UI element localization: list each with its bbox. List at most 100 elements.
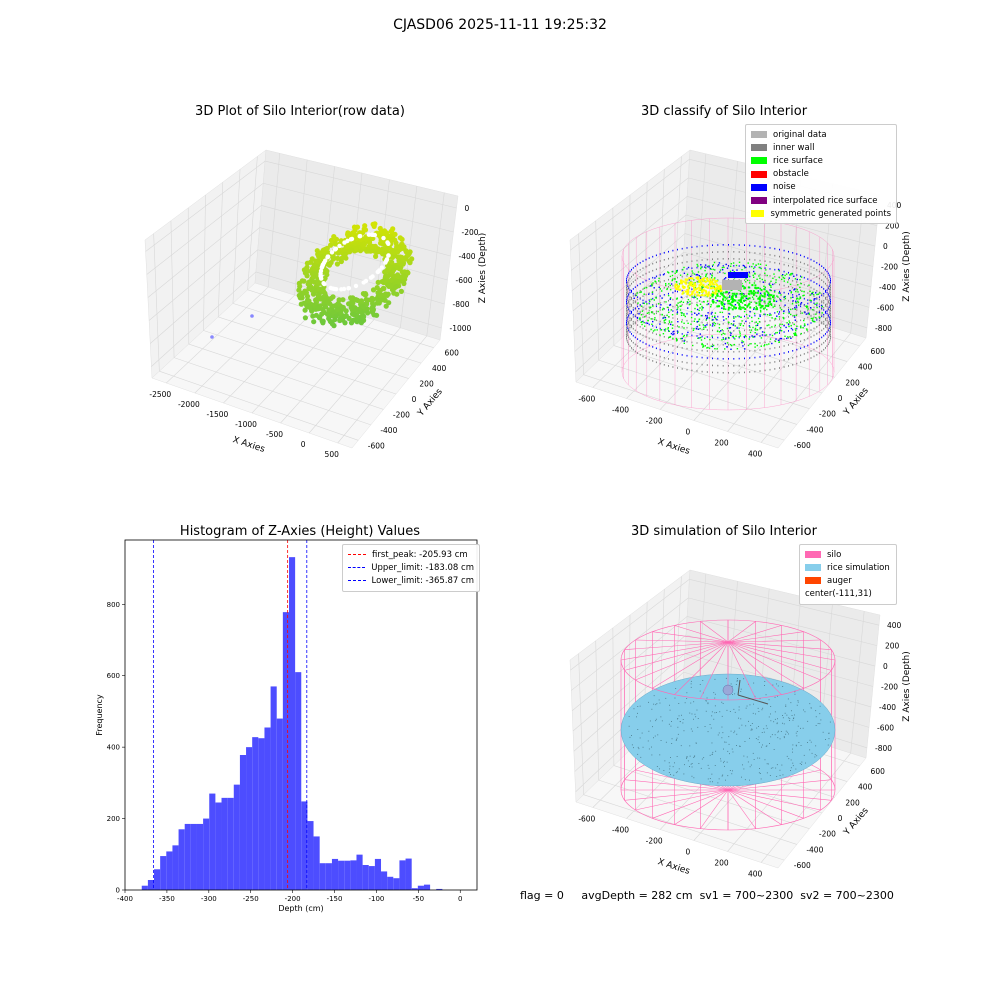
simulation-legend-item: rice simulation (805, 561, 891, 574)
legend-label: Lower_limit: -365.87 cm (371, 575, 474, 586)
raw-xtick: -1000 (235, 420, 257, 429)
histogram-bar (368, 866, 375, 890)
legend-line (348, 567, 366, 569)
sim-xtick: 0 (685, 848, 690, 857)
cls-xtick: -200 (646, 417, 663, 426)
histogram-ytick: 400 (107, 744, 120, 752)
histogram-bar (381, 871, 388, 890)
cls-ztick: 0 (883, 242, 888, 251)
histogram-bar (154, 869, 161, 890)
histogram-bar (166, 851, 173, 890)
legend-swatch (751, 157, 767, 165)
histogram-legend: first_peak: -205.93 cm Upper_limit: -183.… (342, 544, 480, 592)
histogram-bar (325, 863, 332, 890)
simulation-3d-plot: -600-400-2000200400-600-400-200020040060… (569, 569, 912, 879)
sim-ztick: -200 (881, 683, 898, 692)
sim-xtick: -600 (578, 815, 595, 824)
histogram-bar (264, 727, 271, 890)
sim-ytick: 400 (858, 783, 873, 792)
legend-swatch (805, 564, 821, 572)
histogram-ytick: 200 (107, 815, 120, 823)
raw-ztick: 0 (465, 204, 470, 213)
sim-xtick: 400 (748, 870, 763, 879)
legend-label: auger (827, 575, 852, 586)
legend-label: rice simulation (827, 562, 890, 573)
sim-zlabel: Z Axies (Depth) (902, 651, 912, 722)
cls-ytick: -600 (794, 441, 811, 450)
sim-ztick: -800 (875, 744, 892, 753)
classify-legend: original data inner wall rice surface obsta… (745, 124, 897, 225)
classify-panel-title: 3D classify of Silo Interior (640, 104, 808, 119)
sim-xtick: -400 (612, 826, 629, 835)
cls-xtick: 0 (685, 428, 690, 437)
sim-ytick: -600 (794, 861, 811, 870)
raw-xtick: 500 (325, 450, 340, 459)
cls-ytick: -200 (819, 410, 836, 419)
histogram-bar (319, 863, 326, 890)
cls-symmetric-points (674, 276, 724, 297)
legend-line (348, 580, 366, 582)
raw-xtick: -1500 (207, 410, 229, 419)
histogram-xtick: -100 (368, 895, 384, 903)
sim-silo-top (620, 619, 836, 701)
sim-ytick: 600 (871, 767, 886, 776)
raw-xtick: -500 (266, 430, 283, 439)
histogram-bars (141, 557, 443, 890)
histogram-xtick: -150 (327, 895, 343, 903)
histogram-bar (141, 885, 148, 890)
raw-ztick: -800 (453, 300, 470, 309)
classify-legend-item: original data (751, 128, 891, 141)
legend-label: symmetric generated points (770, 208, 891, 219)
cls-xtick: 200 (714, 439, 729, 448)
legend-swatch (805, 577, 821, 585)
cls-xtick: -600 (578, 395, 595, 404)
legend-label: first_peak: -205.93 cm (372, 549, 468, 560)
raw-grid (145, 153, 457, 444)
legend-label: noise (773, 182, 796, 193)
histogram-bar (307, 821, 314, 890)
histogram-bar (172, 845, 179, 890)
histogram-bar (289, 557, 296, 890)
histogram-bar (393, 878, 400, 890)
histogram-bar (423, 884, 431, 890)
histogram-bar (270, 686, 277, 890)
histogram-xtick: -300 (201, 895, 217, 903)
histogram-ytick: 800 (107, 601, 120, 609)
histogram-bar (411, 888, 418, 890)
cls-ztick: -800 (875, 324, 892, 333)
classify-legend-item: interpolated rice surface (751, 194, 891, 207)
cls-xtick: 400 (748, 450, 763, 459)
cls-ylabel: Y Axies (842, 386, 871, 418)
sim-ytick: 0 (838, 814, 843, 823)
sim-rice-mesh (628, 677, 831, 784)
raw-point-cloud (210, 221, 415, 339)
sim-ytick: -200 (819, 830, 836, 839)
classify-legend-item: inner wall (751, 141, 891, 154)
histogram-bar (399, 860, 406, 890)
histogram-bar (209, 793, 216, 890)
classify-legend-item: obstacle (751, 168, 891, 181)
histogram-bar (301, 801, 308, 890)
histogram-bar (239, 755, 247, 890)
raw-ytick: -200 (393, 410, 410, 419)
classify-legend-item: noise (751, 181, 891, 194)
sim-xtick: 200 (714, 859, 729, 868)
histogram-bar (233, 784, 240, 890)
legend-label: inner wall (773, 142, 815, 153)
histogram-xlabel: Depth (cm) (278, 904, 323, 913)
cls-zlabel: Z Axies (Depth) (902, 231, 912, 302)
sim-auger (737, 679, 769, 705)
histogram-bar (356, 854, 363, 890)
histogram-legend-item: first_peak: -205.93 cm (348, 548, 474, 561)
raw-ytick: -600 (368, 441, 385, 450)
histogram-bar (405, 858, 412, 890)
histogram-xtick: -400 (117, 895, 133, 903)
histogram-bar (387, 876, 394, 890)
cls-noise-cluster (728, 272, 748, 278)
legend-label: original data (773, 129, 827, 140)
status-sv1: sv1 = 700~2300 (699, 889, 794, 902)
sim-ztick: -400 (879, 703, 896, 712)
histogram-bar (252, 737, 259, 890)
legend-label: Upper_limit: -183.08 cm (371, 562, 474, 573)
classify-legend-item: symmetric generated points (751, 207, 891, 220)
